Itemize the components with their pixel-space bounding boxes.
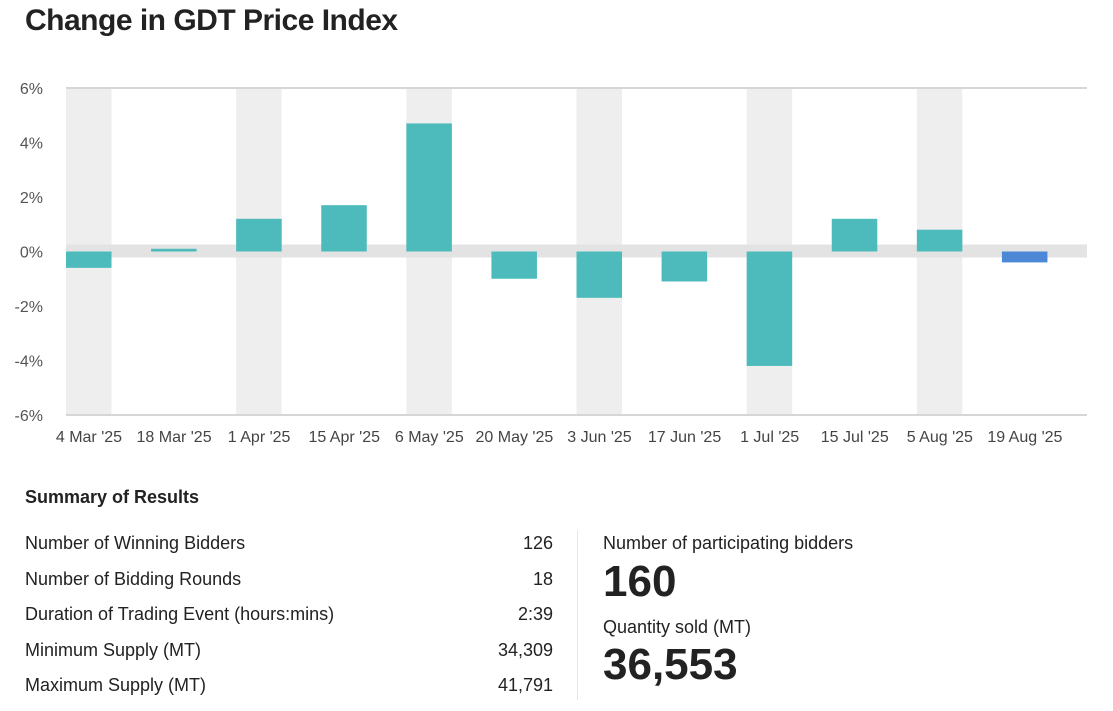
y-tick-label: -6%	[15, 408, 43, 425]
stat-label: Number of Bidding Rounds	[25, 568, 242, 589]
x-tick-label: 15 Jul '25	[821, 429, 889, 446]
stat-value: 126	[522, 533, 553, 553]
participating-bidders-label: Number of participating bidders	[603, 533, 854, 553]
y-tick-label: 0%	[20, 245, 43, 262]
bar	[746, 251, 793, 366]
x-tick-label: 18 Mar '25	[137, 429, 212, 446]
stat-row-maximum-supply: Maximum Supply (MT) 41,791	[25, 675, 553, 711]
bar	[576, 251, 623, 298]
x-tick-label: 17 Jun '25	[648, 429, 721, 446]
bar	[321, 205, 367, 252]
stat-row-minimum-supply: Minimum Supply (MT) 34,309	[25, 640, 553, 676]
y-tick-label: 6%	[20, 81, 43, 98]
bar	[406, 123, 452, 252]
bar	[491, 251, 537, 279]
x-tick-label: 20 May '25	[476, 429, 554, 446]
bar	[661, 251, 708, 282]
stat-label: Minimum Supply (MT)	[25, 639, 202, 660]
bar	[1001, 251, 1048, 263]
bar	[66, 251, 112, 268]
stat-row-duration: Duration of Trading Event (hours:mins) 2…	[25, 604, 553, 640]
participating-bidders-value: 160	[603, 557, 677, 606]
chart-title: Change in GDT Price Index	[25, 4, 398, 37]
x-tick-label: 5 Aug '25	[907, 429, 973, 446]
gdt-price-index-chart: 6% 4% 2% 0% -2% -4% -6% 4 Mar '25 18 Mar '25 1 Ap…	[15, 81, 1087, 446]
stat-row-bidding-rounds: Number of Bidding Rounds 18	[25, 569, 553, 605]
y-tick-label: -2%	[15, 299, 43, 316]
bar	[916, 229, 963, 252]
stat-value: 41,791	[497, 675, 553, 695]
bar	[151, 248, 197, 252]
summary-stats: Number of Winning Bidders 126 Number of …	[25, 533, 553, 711]
x-tick-label: 1 Apr '25	[228, 429, 291, 446]
summary-divider	[577, 530, 578, 700]
summary-title: Summary of Results	[25, 487, 200, 507]
stat-value: 34,309	[497, 639, 553, 660]
stat-value: 18	[532, 568, 553, 589]
stat-row-winning-bidders: Number of Winning Bidders 126	[25, 533, 553, 569]
x-tick-label: 1 Jul '25	[740, 429, 799, 446]
quantity-sold-value: 36,553	[603, 640, 738, 689]
stat-label: Number of Winning Bidders	[25, 533, 246, 553]
stat-value: 2:39	[517, 604, 553, 624]
bar	[236, 218, 282, 252]
bar	[831, 218, 878, 252]
y-tick-label: 2%	[20, 190, 43, 207]
x-tick-label: 4 Mar '25	[56, 429, 122, 446]
x-tick-label: 6 May '25	[395, 429, 464, 446]
x-tick-label: 15 Apr '25	[308, 429, 380, 446]
x-tick-label: 3 Jun '25	[567, 429, 632, 446]
y-tick-label: 4%	[20, 136, 43, 153]
y-tick-label: -4%	[15, 354, 43, 371]
quantity-sold-label: Quantity sold (MT)	[603, 617, 752, 637]
x-tick-label: 19 Aug '25	[987, 429, 1062, 446]
stat-label: Maximum Supply (MT)	[25, 675, 207, 695]
stat-label: Duration of Trading Event (hours:mins)	[25, 604, 335, 624]
